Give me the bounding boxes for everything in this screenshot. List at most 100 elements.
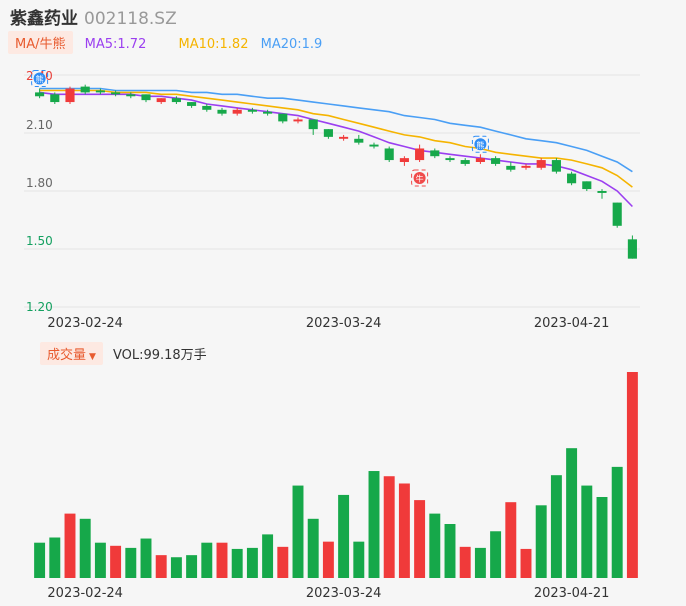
volume-bar[interactable] [414,500,426,578]
candle[interactable] [80,84,90,95]
volume-bar[interactable] [34,542,46,578]
volume-bar[interactable] [64,513,76,578]
candle[interactable] [430,148,440,159]
volume-bar[interactable] [459,546,471,578]
volume-bar[interactable] [186,555,198,578]
candle-body [491,158,501,164]
candle[interactable] [582,181,592,191]
candle[interactable] [354,134,364,145]
candle[interactable] [217,107,227,116]
volume-bar[interactable] [307,518,319,578]
candle[interactable] [187,102,197,108]
volume-label: 成交量 [47,348,87,363]
volume-bar[interactable] [338,494,350,578]
candle[interactable] [141,94,151,103]
candle-body [445,158,455,161]
volume-bar[interactable] [520,548,532,578]
candle[interactable] [460,158,470,166]
bear-signal-icon[interactable]: 熊 [471,135,489,153]
candle[interactable] [612,202,622,228]
volume-bar[interactable] [581,485,593,578]
volume-bar[interactable] [94,542,106,578]
candle[interactable] [50,92,60,104]
candle[interactable] [627,235,637,259]
signal-markers: 熊牛 熊 [31,70,489,187]
volume-bar[interactable] [140,538,152,578]
volume-bar[interactable] [566,448,578,578]
volume-bar[interactable] [322,541,334,578]
candle[interactable] [35,88,45,99]
volume-bar[interactable] [626,372,638,578]
volume-bar[interactable] [474,547,486,578]
volume-bar[interactable] [201,542,213,578]
candle[interactable] [536,158,546,170]
volume-bar[interactable] [216,542,228,578]
volume-bar[interactable] [246,547,258,578]
candle-body [460,160,470,164]
candle[interactable] [111,90,121,97]
candle[interactable] [491,156,501,166]
volume-bar[interactable] [398,483,410,578]
volume-bar[interactable] [596,496,608,578]
candle-body [323,129,333,137]
volume-bar[interactable] [110,545,122,578]
volume-bar[interactable] [79,518,91,578]
candle-body [293,119,303,122]
candle-body [187,102,197,106]
candle[interactable] [308,119,318,135]
volume-bar[interactable] [505,502,517,578]
candle[interactable] [475,154,485,164]
candle[interactable] [65,86,75,104]
candle[interactable] [95,88,105,95]
volume-bar[interactable] [277,546,289,578]
volume-bar[interactable] [490,531,502,578]
volume-bar[interactable] [155,555,167,578]
volume-bar[interactable] [535,505,547,578]
bull-signal-icon[interactable]: 牛 [411,169,429,187]
candle[interactable] [156,98,166,104]
volume-bar[interactable] [231,548,243,578]
candle[interactable] [415,144,425,162]
candle[interactable] [232,107,242,116]
candle[interactable] [369,142,379,149]
candle[interactable] [263,109,273,116]
candle[interactable] [551,158,561,174]
volume-bar[interactable] [368,471,380,578]
candle[interactable] [339,134,349,141]
ma5-line [39,91,633,208]
volume-bar[interactable] [292,485,304,578]
candle-body [95,90,105,93]
candle[interactable] [247,107,257,114]
volume-bar[interactable] [125,547,137,578]
candle[interactable] [399,156,409,166]
volume-bar[interactable] [611,466,623,578]
ma-legend: MA/牛熊 MA5:1.72 MA10:1.82 MA20:1.9 [8,31,322,54]
candle[interactable] [567,171,577,186]
candle[interactable] [323,129,333,139]
bear-signal-icon[interactable]: 熊 [31,70,49,88]
candle-body [369,144,379,147]
volume-bar[interactable] [262,534,274,578]
candle[interactable] [171,96,181,104]
candle[interactable] [293,117,303,124]
volume-bar[interactable] [429,513,441,578]
volume-bar[interactable] [444,523,456,578]
volume-bar[interactable] [550,475,562,578]
ma-indicator-button[interactable]: MA/牛熊 [8,31,73,54]
candle[interactable] [126,92,136,99]
candle[interactable] [202,104,212,112]
candle[interactable] [597,189,607,199]
candle[interactable] [278,113,288,124]
candle[interactable] [521,163,531,170]
volume-bar[interactable] [383,476,395,578]
candle-body [202,105,212,110]
volume-bar[interactable] [49,537,61,578]
candle[interactable] [384,146,394,162]
candle[interactable] [506,162,516,172]
volume-indicator-button[interactable]: 成交量 ▼ [40,342,103,365]
candle[interactable] [445,156,455,162]
marker-dot [474,138,487,151]
volume-bar[interactable] [170,557,182,578]
volume-bar[interactable] [353,541,365,578]
